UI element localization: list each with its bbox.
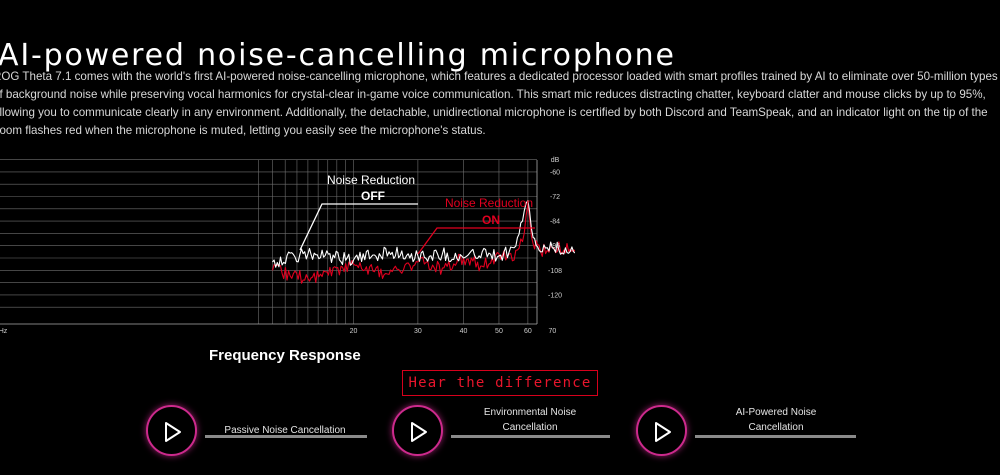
player-environmental: Environmental Noise Cancellation <box>392 405 610 460</box>
section-description: ROG Theta 7.1 comes with the world's fir… <box>0 70 998 137</box>
x-tick-label: 20 <box>350 328 358 335</box>
annotation-leader-on <box>417 227 535 255</box>
play-icon <box>165 422 181 442</box>
track-label: AI-Powered Noise Cancellation <box>735 407 817 433</box>
y-tick-label: -84 <box>550 219 560 226</box>
progress-track[interactable] <box>205 435 367 438</box>
hear-the-difference-button[interactable]: Hear the difference <box>402 370 598 396</box>
series-line-noise-reduction-on <box>271 204 575 284</box>
track-label: Environmental Noise Cancellation <box>483 407 577 433</box>
player-passive: Passive Noise Cancellation <box>146 405 368 460</box>
x-tick-label: 40 <box>460 328 468 335</box>
y-tick-label: -72 <box>550 194 560 201</box>
section-title: AI-powered noise-cancelling microphone <box>0 38 676 73</box>
annotation-on-label: Noise Reduction <box>445 196 533 210</box>
frequency-response-chart: Noise Reduction OFF Noise Reduction ON Hz 20… <box>0 157 575 335</box>
chart-title: Frequency Response <box>209 347 361 364</box>
x-tick-label: 70 <box>548 328 556 335</box>
annotation-leader-off <box>299 203 418 251</box>
y-tick-label: -96 <box>550 243 560 250</box>
play-button[interactable] <box>392 405 443 456</box>
player-ai-powered: AI-Powered Noise Cancellation <box>636 405 858 460</box>
annotation-off-label: Noise Reduction <box>327 173 415 187</box>
y-unit-label: dB <box>551 157 560 164</box>
play-icon <box>411 422 427 442</box>
progress-track[interactable] <box>695 435 856 438</box>
progress-track[interactable] <box>451 435 610 438</box>
series-line-noise-reduction-off <box>272 200 575 268</box>
x-tick-label: 60 <box>524 328 532 335</box>
play-button[interactable] <box>636 405 687 456</box>
play-icon <box>655 422 671 442</box>
y-tick-label: -108 <box>548 268 562 275</box>
y-tick-label: -60 <box>550 169 560 176</box>
x-tick-label: Hz <box>0 328 8 335</box>
y-tick-label: -120 <box>548 292 562 299</box>
annotation-off-state: OFF <box>361 189 385 203</box>
x-tick-label: 30 <box>414 328 422 335</box>
x-tick-label: 50 <box>495 328 503 335</box>
track-label: Passive Noise Cancellation <box>224 424 346 436</box>
annotation-on-state: ON <box>482 213 500 227</box>
play-button[interactable] <box>146 405 197 456</box>
